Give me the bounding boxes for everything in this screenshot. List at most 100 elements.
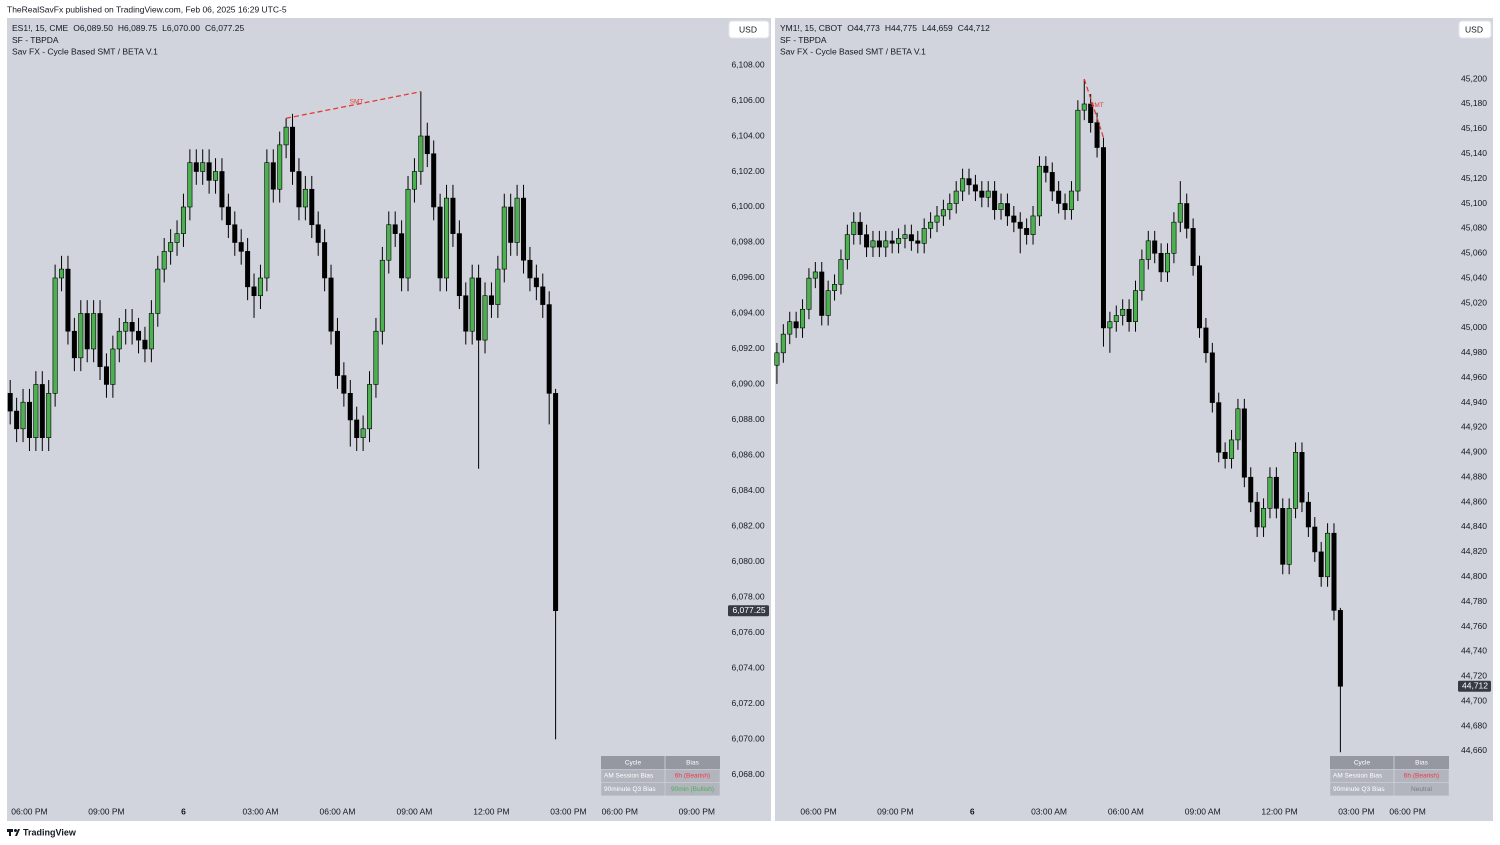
currency-label: USD	[739, 24, 757, 34]
legend-high: H6,089.75	[118, 23, 157, 33]
candle-body	[347, 393, 353, 421]
last-price-label: 44,712	[1462, 681, 1488, 691]
candle-body	[129, 322, 135, 332]
table-header-bg	[601, 756, 720, 770]
candle-body	[277, 144, 283, 190]
candle-body	[476, 277, 482, 341]
y-tick-label: 45,020	[1461, 297, 1487, 307]
candle-body	[1331, 532, 1337, 611]
table-header: Bias	[1415, 759, 1428, 766]
x-tick-label: 03:00 AM	[1031, 806, 1067, 816]
candle-body	[1190, 228, 1196, 267]
x-tick-label: 03:00 PM	[1338, 806, 1374, 816]
candle-body	[1337, 610, 1343, 687]
candle-body	[1145, 240, 1151, 260]
table-bias: 6h (Bearish)	[675, 773, 710, 780]
y-tick-label: 44,720	[1461, 671, 1487, 681]
candle-body	[1088, 103, 1094, 123]
candle-body	[290, 126, 296, 172]
candle-body	[800, 308, 806, 329]
candle-body	[463, 295, 469, 332]
candle-body	[972, 184, 978, 192]
candle-body	[322, 242, 328, 279]
legend-open: O44,773	[847, 23, 880, 33]
y-tick-label: 6,080.00	[731, 556, 764, 566]
x-tick-label: 12:00 PM	[1261, 806, 1297, 816]
smt-label: SMT	[350, 99, 364, 106]
candle-body	[1132, 290, 1138, 323]
candle-body	[832, 284, 838, 291]
candle-body	[540, 286, 546, 305]
candle-body	[444, 197, 450, 279]
candle-body	[1273, 476, 1279, 509]
last-price-label: 6,077.25	[732, 605, 765, 615]
candle-body	[469, 277, 475, 332]
candle-body	[456, 233, 462, 297]
x-tick-label: 06:00 PM	[800, 806, 836, 816]
y-tick-label: 44,740	[1461, 646, 1487, 656]
x-tick-label: 06:00 AM	[1108, 806, 1144, 816]
candle-body	[1293, 452, 1299, 509]
candle-body	[14, 410, 20, 430]
logo-stem	[9, 829, 11, 836]
candle-body	[52, 277, 58, 394]
candle-body	[251, 286, 257, 297]
candle-body	[1235, 408, 1241, 441]
candle-body	[960, 178, 966, 192]
table-row-bg	[600, 782, 721, 797]
candle-body	[806, 277, 812, 310]
y-tick-label: 6,104.00	[731, 130, 764, 140]
candle-body	[431, 153, 437, 208]
x-tick-label: 09:00 PM	[877, 806, 913, 816]
x-tick-label: 09:00 PM	[88, 806, 124, 816]
candle-body	[26, 401, 32, 438]
candle-body	[399, 233, 405, 279]
x-tick-label: 06:00 PM	[1389, 806, 1425, 816]
table-bias: 90min (Bullish)	[671, 786, 714, 793]
chart-panel: 44,660 44,680 44,700 44,720 44,740 44,760 44,7…	[774, 18, 1493, 821]
x-tick-label: 6	[970, 806, 975, 816]
candle-body	[1216, 402, 1222, 453]
candle-body	[257, 277, 263, 297]
table-cell: 90minute Q3 Bias	[1333, 786, 1385, 793]
y-tick-label: 6,070.00	[731, 734, 764, 744]
candle-body	[20, 401, 26, 430]
candle-body	[33, 384, 39, 438]
candle-body	[514, 197, 520, 243]
indicator-name: Sav FX - Cycle Based SMT / BETA V.1	[780, 46, 926, 56]
indicator-name: SF - TBPDA	[780, 35, 827, 45]
candle-body	[1126, 308, 1132, 323]
y-tick-label: 6,094.00	[731, 308, 764, 318]
y-tick-label: 6,088.00	[731, 414, 764, 424]
legend-symbol: YM1!, 15, CBOT	[780, 23, 842, 33]
candle-body	[1100, 147, 1106, 329]
candle-body	[302, 188, 308, 208]
candle-body	[180, 206, 186, 234]
candle-body	[521, 197, 527, 261]
candle-body	[527, 259, 533, 279]
y-tick-label: 6,100.00	[731, 201, 764, 211]
candle-body	[219, 171, 225, 208]
candle-body	[367, 384, 373, 430]
candle-body	[1094, 122, 1100, 148]
candle-body	[1171, 221, 1177, 254]
candle-body	[418, 135, 424, 172]
candle-body	[341, 375, 347, 394]
candle-body	[360, 428, 366, 438]
candle-body	[488, 295, 494, 305]
candle-body	[819, 271, 825, 316]
y-tick-label: 45,040	[1461, 272, 1487, 282]
y-tick-label: 45,000	[1461, 322, 1487, 332]
y-tick-label: 6,098.00	[731, 237, 764, 247]
table-bias: 6h (Bearish)	[1404, 773, 1439, 780]
smt-label: SMT	[1090, 102, 1104, 109]
x-tick-label: 03:00 PM	[550, 806, 586, 816]
y-tick-label: 44,780	[1461, 596, 1487, 606]
y-tick-label: 45,140	[1461, 148, 1487, 158]
candle-body	[501, 206, 507, 270]
candle-body	[1261, 508, 1267, 528]
candle-body	[1158, 252, 1164, 273]
logo-dot	[14, 829, 17, 832]
table-row-bg	[1329, 782, 1450, 797]
legend-line: ES1!, 15, CME O6,089.50 H6,089.75 L6,070.00…	[12, 23, 244, 33]
